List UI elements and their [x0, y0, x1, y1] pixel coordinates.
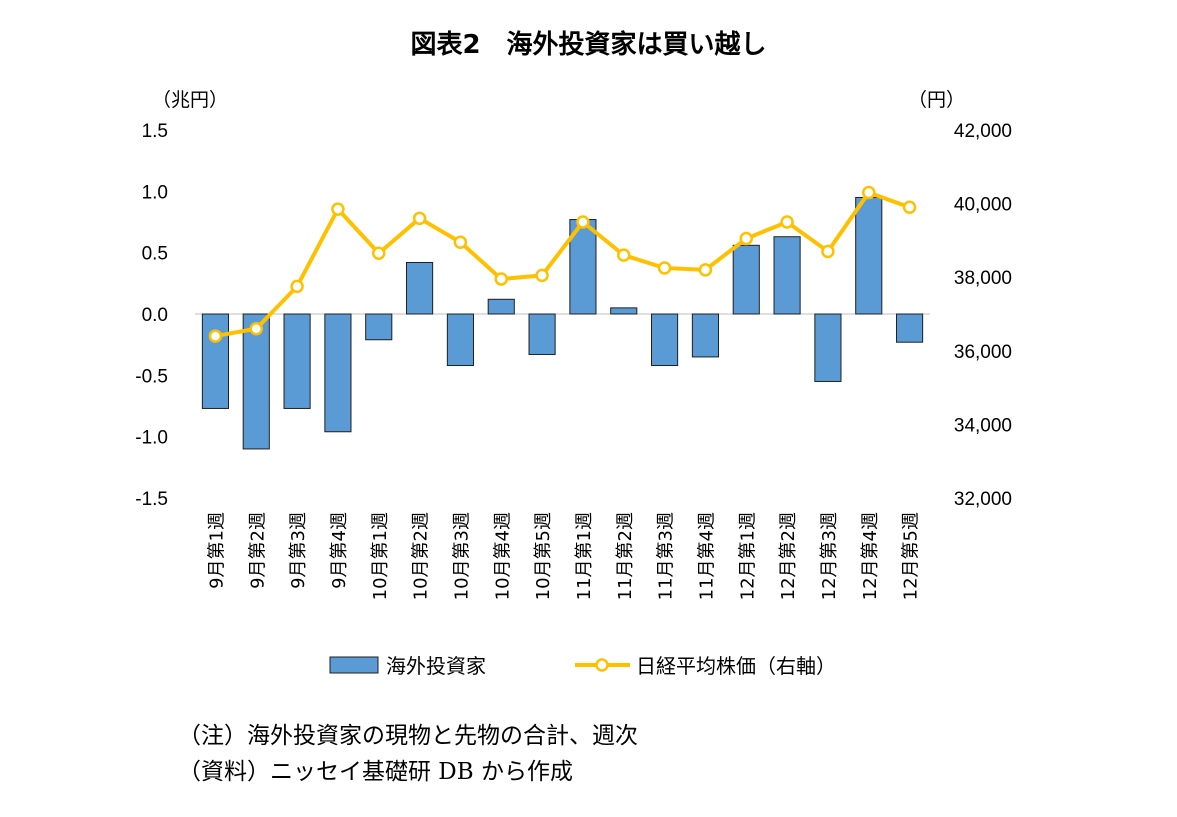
x-category-label: 11月第2週	[615, 512, 636, 600]
point-nikkei	[698, 263, 713, 277]
point-nikkei	[208, 329, 223, 343]
y-left-tick-label: 0.5	[142, 244, 168, 265]
y-left-tick-label: -0.5	[135, 366, 168, 387]
point-nikkei	[739, 231, 753, 246]
point-nikkei	[494, 272, 508, 286]
point-nikkei	[780, 215, 794, 229]
point-nikkei	[331, 202, 345, 216]
bar-foreign-investors	[855, 196, 883, 315]
bar-foreign-investors	[201, 313, 229, 409]
bar-foreign-investors	[446, 313, 474, 367]
x-category-label: 12月第1週	[737, 512, 758, 600]
x-category-label: 9月第2週	[247, 512, 268, 589]
y-right-tick-label: 32,000	[954, 489, 1012, 510]
point-nikkei	[576, 215, 590, 229]
bar-foreign-investors	[487, 298, 515, 315]
y-left-tick-label: 1.0	[142, 182, 168, 203]
bar-foreign-investors	[406, 261, 434, 315]
x-category-label: 10月第2週	[411, 512, 432, 600]
x-category-label: 12月第5週	[901, 512, 922, 600]
bar-foreign-investors	[528, 313, 556, 355]
point-nikkei	[290, 279, 304, 294]
y-right-tick-label: 42,000	[954, 121, 1012, 142]
point-nikkei	[617, 248, 631, 262]
point-nikkei	[372, 246, 386, 261]
x-category-label: 10月第3週	[451, 512, 472, 600]
legend-bar-label: 海外投資家	[386, 654, 486, 678]
y-left-unit: （兆円）	[152, 89, 228, 111]
legend-line-label: 日経平均株価（右軸）	[636, 654, 836, 678]
x-category-label: 11月第3週	[656, 512, 677, 600]
bar-foreign-investors	[814, 313, 842, 382]
point-nikkei	[862, 185, 876, 200]
y-left-tick-label: -1.0	[135, 428, 168, 449]
footnote-note: （注）海外投資家の現物と先物の合計、週次	[178, 723, 638, 749]
point-nikkei	[453, 235, 468, 249]
point-nikkei	[412, 211, 427, 226]
bar-foreign-investors	[324, 313, 352, 433]
bar-foreign-investors	[610, 307, 638, 315]
point-nikkei	[535, 268, 549, 283]
x-category-label: 12月第4週	[860, 512, 881, 600]
x-category-label: 12月第2週	[778, 512, 799, 600]
bar-foreign-investors	[283, 313, 311, 409]
y-right-tick-label: 38,000	[954, 268, 1012, 289]
x-category-label: 12月第3週	[819, 512, 840, 600]
y-right-tick-label: 36,000	[954, 342, 1012, 363]
footnote-source: （資料）ニッセイ基礎研 DB から作成	[178, 759, 573, 785]
bar-foreign-investors	[732, 244, 760, 315]
x-category-label: 9月第4週	[329, 512, 350, 589]
y-right-tick-label: 34,000	[954, 415, 1012, 436]
bar-foreign-investors	[242, 313, 270, 450]
bar-foreign-investors	[896, 313, 924, 343]
legend-bar-swatch	[329, 656, 379, 674]
y-left-tick-label: 0.0	[142, 305, 168, 326]
bar-foreign-investors	[773, 236, 801, 315]
y-left-tick-label: -1.5	[135, 489, 168, 510]
x-category-label: 10月第4週	[492, 512, 513, 600]
point-nikkei	[902, 200, 917, 215]
x-category-label: 11月第1週	[574, 512, 595, 600]
point-nikkei	[821, 244, 835, 259]
x-category-label: 10月第5週	[533, 512, 554, 600]
bar-foreign-investors	[691, 313, 719, 358]
legend-line-marker	[595, 658, 609, 672]
point-nikkei	[657, 261, 672, 275]
point-nikkei	[249, 321, 263, 336]
bar-foreign-investors	[365, 313, 393, 341]
chart-title: 図表2 海外投資家は買い越し	[410, 30, 767, 60]
y-right-unit: （円）	[908, 89, 965, 111]
bar-foreign-investors	[651, 313, 679, 367]
line-nikkei	[215, 190, 911, 339]
x-category-label: 9月第1週	[206, 512, 227, 589]
x-category-label: 11月第4週	[696, 512, 717, 600]
x-category-label: 10月第1週	[370, 512, 391, 600]
y-left-tick-label: 1.5	[142, 121, 168, 142]
x-category-label: 9月第3週	[288, 512, 309, 589]
y-right-tick-label: 40,000	[954, 195, 1012, 216]
